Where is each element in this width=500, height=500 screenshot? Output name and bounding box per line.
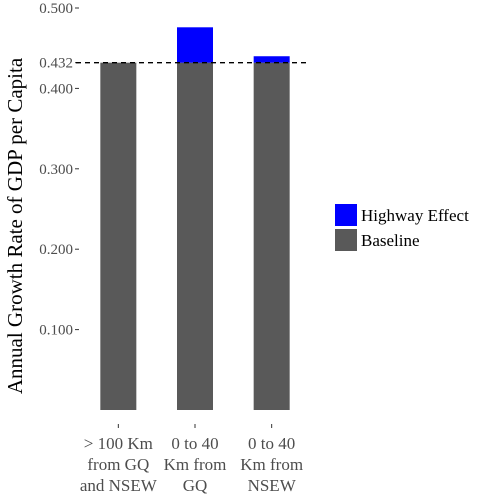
legend-swatch-baseline [335,229,357,251]
legend-label-highway-effect: Highway Effect [361,206,469,225]
bar-highway-effect-2 [253,56,290,63]
y-tick-label-0: 0.100 [39,323,73,339]
bar-baseline-0 [100,62,137,411]
y-tick-label-3: 0.400 [39,81,73,97]
y-tick-label-5: 0.500 [39,1,73,17]
bar-baseline-2 [253,62,290,411]
y-tick-label-1: 0.200 [39,242,73,258]
bars-group [100,27,290,411]
x-tick-label-1: 0 to 40 Km from GQ [164,434,227,495]
x-tick-label-2: 0 to 40 Km from NSEW [240,434,303,495]
y-tick-label-4: 0.432 [39,56,73,72]
y-axis-title: Annual Growth Rate of GDP per Capita [3,57,27,394]
bar-baseline-1 [177,62,213,411]
bar-highway-effect-1 [177,27,213,63]
legend-label-baseline: Baseline [361,231,420,250]
legend: Highway Effect Baseline [335,204,469,251]
y-tick-label-2: 0.300 [39,162,73,178]
legend-swatch-highway-effect [335,204,357,226]
y-axis: 0.100 0.200 0.300 0.400 0.432 0.500 [39,1,79,339]
x-tick-label-0: > 100 Km from GQ and NSEW [80,434,158,495]
